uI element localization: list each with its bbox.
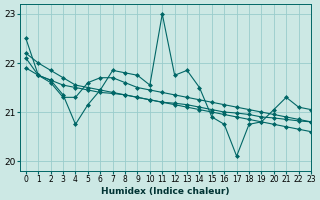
X-axis label: Humidex (Indice chaleur): Humidex (Indice chaleur) xyxy=(101,187,230,196)
